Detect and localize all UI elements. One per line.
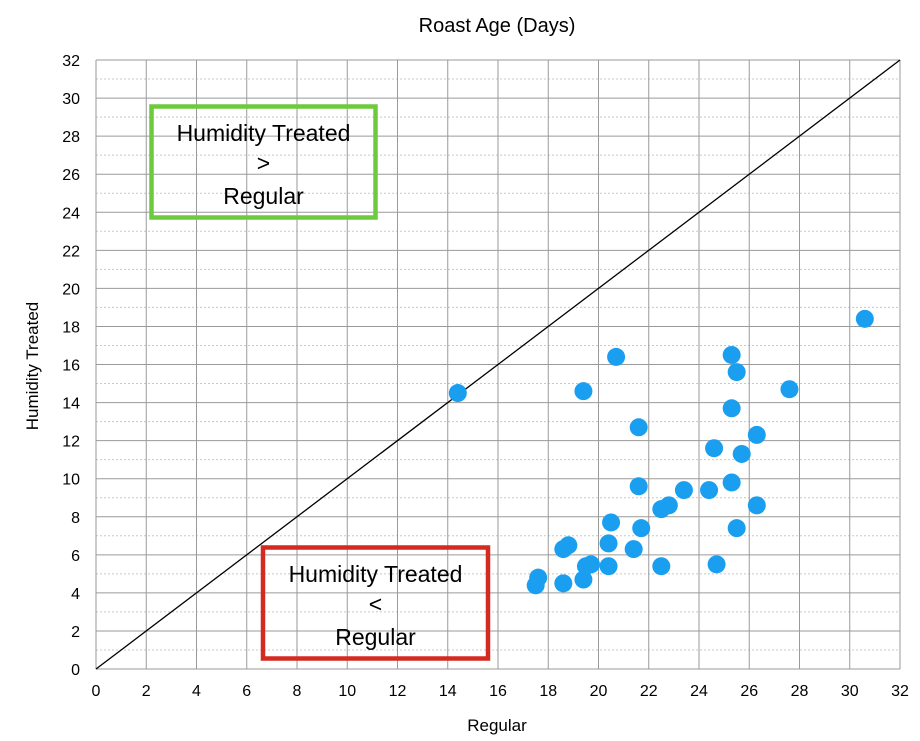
y-tick-label: 12 [62,434,80,451]
data-point [722,345,741,364]
data-point [652,557,671,576]
data-point [732,444,751,463]
data-point [599,557,618,576]
data-point [747,496,766,515]
data-point [727,519,746,538]
x-tick-labels: 0 2 4 6 8 10 12 14 16 18 20 22 24 26 28 30 32 [92,683,909,700]
annotation-box-less: Humidity Treated < Regular [260,545,491,661]
y-tick-label: 2 [71,624,80,641]
y-tick-label: 20 [62,281,80,298]
data-point [855,309,874,328]
annotation-box-greater-border [149,104,378,220]
x-tick-label: 28 [791,683,809,700]
x-tick-label: 2 [142,683,151,700]
x-tick-label: 20 [590,683,608,700]
data-point [624,540,643,559]
y-tick-label: 30 [62,91,80,108]
x-tick-label: 26 [740,683,758,700]
annotation-less-line-2: < [369,591,382,617]
y-tick-label: 4 [71,586,80,603]
y-axis-label: Humidity Treated [23,302,42,431]
x-tick-label: 10 [338,683,356,700]
y-tick-label: 14 [62,396,80,413]
data-point [722,473,741,492]
y-tick-label: 0 [71,662,80,679]
x-tick-label: 8 [293,683,302,700]
chart-title: Roast Age (Days) [419,15,576,37]
data-point [707,555,726,574]
data-point [674,481,693,500]
y-tick-label: 18 [62,319,80,336]
annotation-less-line-1: Humidity Treated [289,561,463,587]
reference-line-y-equals-x [95,59,901,670]
data-point [574,570,593,589]
annotation-box-greater: Humidity Treated > Regular [149,104,378,220]
x-tick-label: 0 [92,683,101,700]
x-tick-label: 30 [841,683,859,700]
data-point [607,347,626,366]
annotation-box-less-border [260,545,491,661]
x-tick-label: 14 [439,683,457,700]
annotation-greater-line-3: Regular [223,183,304,209]
data-point [559,536,578,555]
y-tick-label: 6 [71,548,80,565]
data-point [574,382,593,401]
data-point [554,574,573,593]
data-point [659,496,678,515]
data-point [705,439,724,458]
x-tick-label: 6 [242,683,251,700]
x-tick-label: 16 [489,683,507,700]
x-tick-label: 18 [539,683,557,700]
data-point [448,384,467,403]
y-tick-label: 8 [71,510,80,527]
x-tick-label: 32 [891,683,909,700]
y-tick-label: 24 [62,205,80,222]
y-tick-label: 10 [62,472,80,489]
data-point [529,568,548,587]
data-point [632,519,651,538]
data-point [722,399,741,418]
data-point [747,425,766,444]
x-tick-label: 4 [192,683,201,700]
data-point [581,555,600,574]
data-point [629,477,648,496]
x-tick-label: 22 [640,683,658,700]
x-tick-label: 24 [690,683,708,700]
y-tick-label: 32 [62,53,80,70]
data-points [448,309,874,595]
annotation-less-line-3: Regular [335,624,416,650]
annotation-greater-line-1: Humidity Treated [177,120,351,146]
annotation-greater-line-2: > [257,150,270,176]
data-point [629,418,648,437]
x-tick-label: 12 [389,683,407,700]
y-tick-label: 16 [62,358,80,375]
data-point [780,380,799,399]
data-point [599,534,618,553]
data-point [700,481,719,500]
y-tick-label: 28 [62,129,80,146]
y-tick-label: 26 [62,167,80,184]
data-point [727,363,746,382]
data-point [602,513,621,532]
x-axis-label: Regular [467,716,527,735]
y-tick-label: 22 [62,243,80,260]
